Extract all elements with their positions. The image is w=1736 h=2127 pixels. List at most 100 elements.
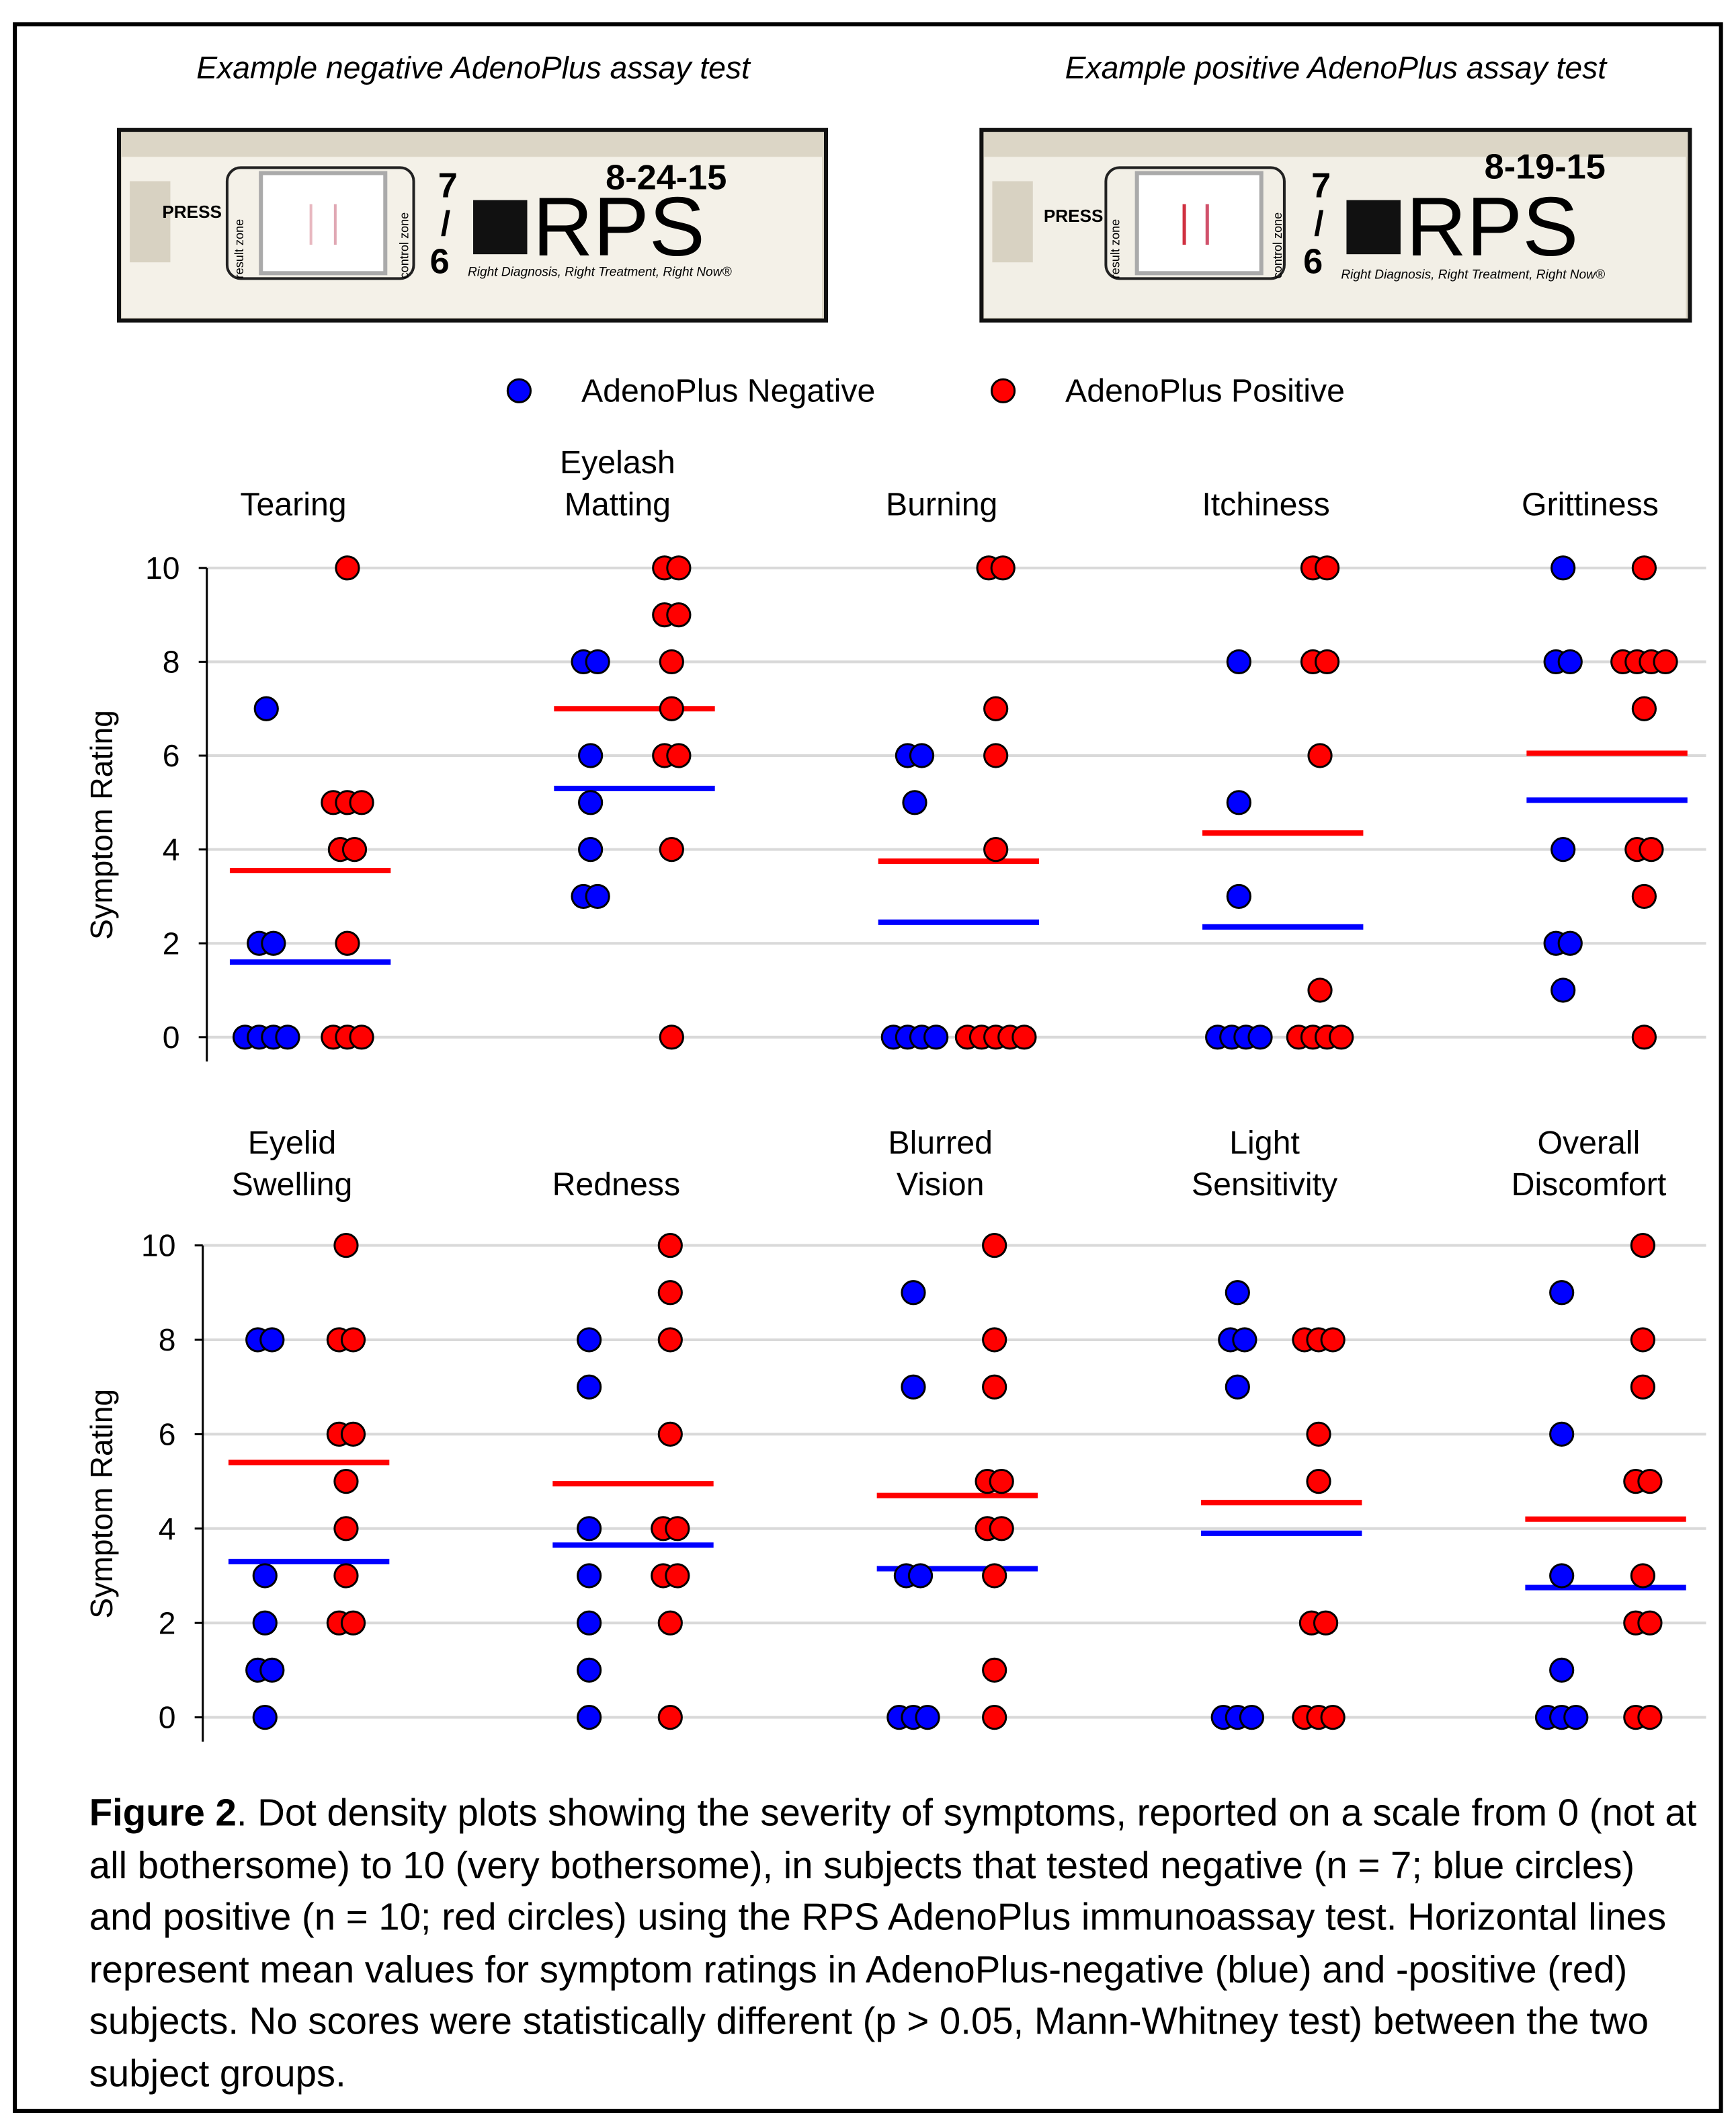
photo-caption: Example positive AdenoPlus assay test [1065, 50, 1608, 85]
dot [659, 1281, 681, 1304]
y-tick-label: 8 [163, 645, 180, 680]
photo: PRESS result zone control zone 7 / 6 RPS… [981, 130, 1690, 321]
dot [253, 1611, 276, 1634]
dot [1552, 557, 1575, 579]
dot [335, 1234, 358, 1256]
tagline: Right Diagnosis, Right Treatment, Right … [1341, 268, 1605, 282]
caption-text: . Dot density plots showing the severity… [89, 1792, 1697, 2094]
dot [1631, 1234, 1654, 1256]
handwriting: / [1314, 204, 1324, 243]
panel-title: Burning [886, 486, 997, 522]
panel-title-line: Sensitivity [1192, 1166, 1338, 1203]
dot [667, 604, 690, 627]
dot [1552, 838, 1575, 861]
handwritten-date: 8-19-15 [1485, 148, 1606, 187]
y-tick-label: 6 [159, 1416, 176, 1451]
dot [336, 557, 359, 579]
tagline: Right Diagnosis, Right Treatment, Right … [468, 265, 732, 279]
dot [660, 650, 683, 673]
panel-title-line: Burning [886, 486, 997, 522]
dot [916, 1706, 939, 1729]
dot [660, 1026, 683, 1049]
dot [660, 697, 683, 720]
dot [983, 1328, 1006, 1351]
panel-title-line: Blurred [888, 1125, 993, 1161]
panel-title: Itchiness [1202, 486, 1329, 522]
dot [983, 1706, 1006, 1729]
dot [902, 1375, 925, 1398]
panel-title-line: Itchiness [1202, 486, 1329, 522]
dot [985, 697, 1007, 720]
figure-caption: Figure 2. Dot density plots showing the … [89, 1788, 1698, 2100]
dot [903, 791, 926, 814]
dot [579, 791, 602, 814]
y-tick-label: 10 [141, 1228, 175, 1263]
dot [586, 885, 609, 908]
dot [1565, 1706, 1587, 1729]
dot [1330, 1026, 1353, 1049]
strip-text: result zone [1109, 219, 1122, 279]
dot [1321, 1706, 1344, 1729]
dot [991, 557, 1014, 579]
dot [1226, 1375, 1249, 1398]
dot [1631, 1564, 1654, 1587]
dot [1632, 557, 1655, 579]
dot [666, 1517, 689, 1540]
panel-title: Tearing [240, 486, 346, 522]
dot [1314, 1611, 1337, 1634]
dot [336, 932, 359, 955]
figure: Example negative AdenoPlus assay test Ex… [0, 0, 1736, 2120]
dot [902, 1281, 925, 1304]
strip-text: control zone [397, 212, 411, 279]
dot [261, 1658, 284, 1681]
strip-text: PRESS [162, 202, 222, 222]
result-window [261, 173, 385, 273]
panel-title: Redness [552, 1166, 681, 1203]
dot [1559, 932, 1581, 955]
handwriting: 7 [438, 167, 458, 206]
dot [667, 744, 690, 767]
legend-label: AdenoPlus Positive [1065, 372, 1345, 409]
dot [276, 1026, 299, 1049]
dot [579, 838, 602, 861]
dot [1551, 1658, 1573, 1681]
dot [1315, 650, 1338, 673]
dot [578, 1517, 601, 1540]
y-axis-label: Symptom Rating [84, 710, 119, 940]
dot [335, 1517, 358, 1540]
dot [343, 838, 366, 861]
dot [909, 1564, 932, 1587]
dot [1227, 885, 1250, 908]
dot [1240, 1706, 1263, 1729]
dot [1639, 1706, 1661, 1729]
strip-button [992, 182, 1032, 263]
dot [659, 1611, 681, 1634]
dot [1551, 1281, 1573, 1304]
legend-marker [991, 379, 1014, 402]
page: {"photos": [ {"caption": "Example negati… [0, 0, 1736, 2120]
y-tick-label: 6 [163, 738, 180, 773]
panel-title-line: Vision [897, 1166, 985, 1203]
strip-button [130, 182, 170, 263]
legend-label: AdenoPlus Negative [581, 372, 875, 409]
dot [659, 1234, 681, 1256]
y-tick-label: 4 [159, 1511, 176, 1546]
panel-title: Grittiness [1522, 486, 1659, 522]
dot [341, 1611, 364, 1634]
panel-title-line: Discomfort [1512, 1166, 1667, 1203]
photo-caption: Example negative AdenoPlus assay test [196, 50, 751, 85]
dot [261, 1328, 284, 1351]
dot [667, 557, 690, 579]
dot [660, 838, 683, 861]
dot [1307, 1470, 1330, 1493]
dot [990, 1517, 1013, 1540]
dot [335, 1470, 358, 1493]
dot [1309, 744, 1331, 767]
strip-text: control zone [1271, 212, 1284, 279]
dot [1559, 650, 1581, 673]
dot [659, 1422, 681, 1445]
dot [925, 1026, 948, 1049]
